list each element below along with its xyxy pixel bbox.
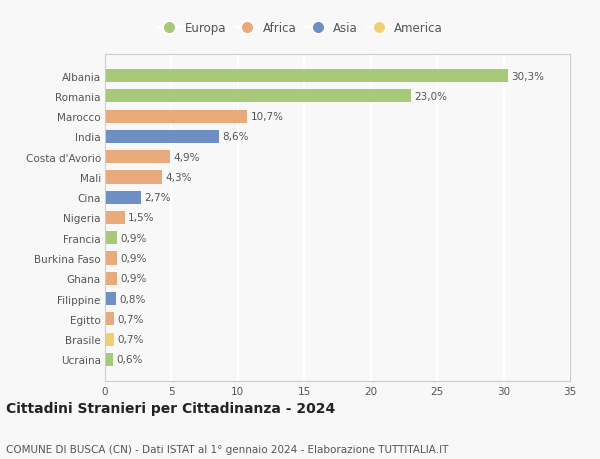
Text: 2,7%: 2,7% [144,193,170,203]
Text: 0,6%: 0,6% [116,355,143,364]
Bar [105,90,410,103]
Text: 0,7%: 0,7% [118,314,144,324]
Text: 0,7%: 0,7% [118,334,144,344]
Text: 8,6%: 8,6% [223,132,249,142]
Bar [105,130,219,144]
Text: 0,9%: 0,9% [120,253,146,263]
Text: 10,7%: 10,7% [250,112,283,122]
Bar [105,151,170,164]
Text: Cittadini Stranieri per Cittadinanza - 2024: Cittadini Stranieri per Cittadinanza - 2… [6,402,335,415]
Bar [105,353,113,366]
Text: 30,3%: 30,3% [511,72,544,81]
Text: 23,0%: 23,0% [414,92,447,102]
Text: 4,9%: 4,9% [173,152,200,162]
Text: 0,9%: 0,9% [120,233,146,243]
Bar [105,272,117,285]
Text: 0,9%: 0,9% [120,274,146,284]
Text: 4,3%: 4,3% [166,173,192,183]
Text: COMUNE DI BUSCA (CN) - Dati ISTAT al 1° gennaio 2024 - Elaborazione TUTTITALIA.I: COMUNE DI BUSCA (CN) - Dati ISTAT al 1° … [6,444,448,454]
Bar [105,110,247,123]
Bar [105,333,114,346]
Bar [105,171,162,184]
Legend: Europa, Africa, Asia, America: Europa, Africa, Asia, America [157,22,443,35]
Bar [105,252,117,265]
Bar [105,212,125,224]
Bar [105,191,141,204]
Text: 1,5%: 1,5% [128,213,155,223]
Bar [105,292,116,306]
Bar [105,70,508,83]
Bar [105,313,114,326]
Text: 0,8%: 0,8% [119,294,145,304]
Bar [105,232,117,245]
